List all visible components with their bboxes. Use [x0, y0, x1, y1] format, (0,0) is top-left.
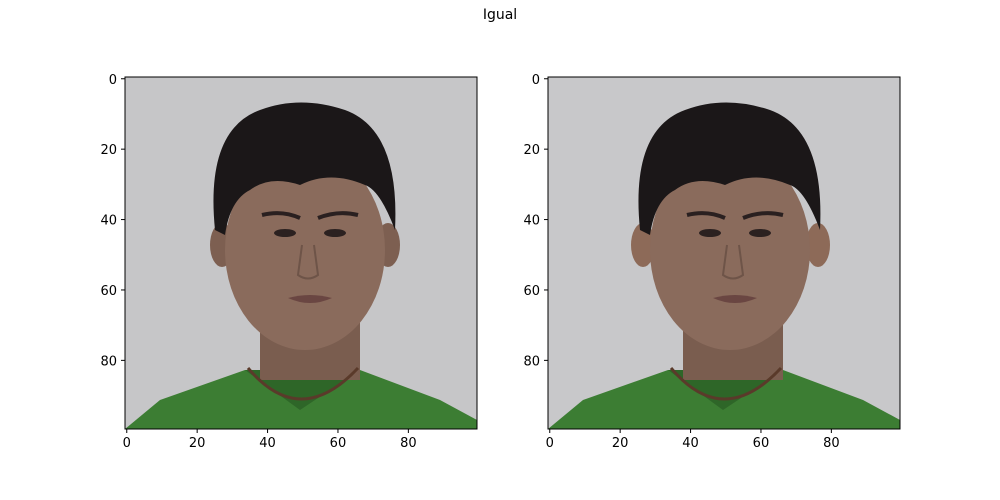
right-y-tick-label: 60 — [523, 284, 540, 299]
right-y-tick-label: 40 — [523, 214, 540, 229]
left-y-tick-label: 20 — [100, 143, 117, 158]
left-x-tick-label: 20 — [189, 436, 206, 451]
right-image-panel: 0 20 40 60 80 0 20 40 60 80 — [523, 73, 901, 451]
right-x-tick-label: 80 — [823, 436, 840, 451]
right-ticks: 0 20 40 60 80 0 20 40 60 80 — [523, 73, 839, 451]
right-x-tick-label: 20 — [612, 436, 629, 451]
right-y-tick-label: 20 — [523, 143, 540, 158]
right-face-photo — [548, 77, 900, 429]
left-x-tick-label: 0 — [123, 436, 131, 451]
left-ticks: 0 20 40 60 80 0 20 40 60 80 — [100, 73, 416, 451]
right-y-tick-label: 80 — [523, 354, 540, 369]
right-axes-frame — [547, 76, 901, 430]
left-y-tick-label: 0 — [109, 73, 117, 88]
left-y-tick-label: 80 — [100, 354, 117, 369]
figure-title: Igual — [482, 7, 518, 23]
left-axes-frame — [124, 76, 478, 430]
left-image-panel: 0 20 40 60 80 0 20 40 60 80 — [100, 73, 478, 451]
left-x-tick-label: 80 — [400, 436, 417, 451]
left-x-tick-label: 60 — [330, 436, 347, 451]
right-x-tick-label: 0 — [546, 436, 554, 451]
right-y-tick-label: 0 — [532, 73, 540, 88]
right-x-tick-label: 60 — [753, 436, 770, 451]
left-y-tick-label: 40 — [100, 214, 117, 229]
left-x-tick-label: 40 — [259, 436, 276, 451]
right-x-tick-label: 40 — [682, 436, 699, 451]
left-y-tick-label: 60 — [100, 284, 117, 299]
left-face-photo — [125, 77, 477, 429]
